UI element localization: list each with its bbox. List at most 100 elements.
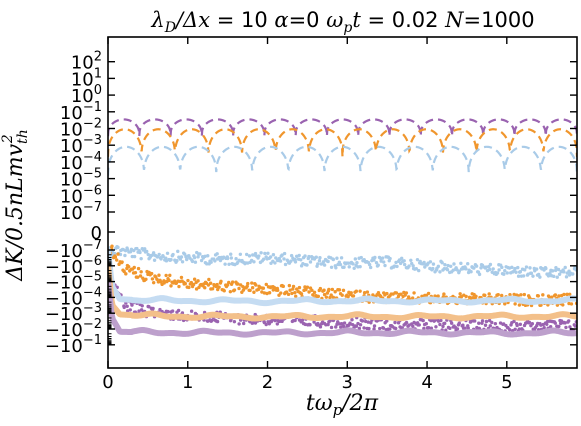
- scatter-point: [356, 321, 360, 326]
- scatter-point: [335, 256, 339, 260]
- scatter-point: [128, 308, 132, 312]
- scatter-point: [241, 321, 246, 326]
- ticks-layer: 0 1 2 3 4 5 10210110010−110−210−310−410−510−61…: [45, 37, 577, 393]
- scatter-point: [140, 304, 144, 308]
- scatter-point: [541, 293, 545, 297]
- scatter-point: [369, 321, 373, 325]
- scatter-point: [524, 265, 529, 269]
- scatter-point: [563, 265, 567, 270]
- scatter-point: [539, 303, 543, 307]
- scatter-point: [110, 244, 114, 248]
- x-tick-label: 2: [262, 372, 273, 393]
- scatter-point: [115, 258, 119, 262]
- scatter-point: [234, 257, 238, 261]
- scatter-point: [305, 285, 310, 289]
- scatter-point: [499, 293, 504, 298]
- scatter-point: [363, 319, 368, 324]
- scatter-point: [400, 256, 404, 261]
- scatter-point: [402, 290, 406, 295]
- scatter-point: [165, 251, 170, 255]
- x-axis-label: tωp/2π: [306, 391, 379, 419]
- y-tick-label: 10−3: [60, 133, 102, 157]
- scatter-point: [517, 303, 522, 307]
- scatter-point: [318, 325, 323, 329]
- scatter-point: [536, 272, 541, 277]
- scatter-point: [275, 288, 280, 292]
- y-axis-label: ΔK/0.5nLmvth2: [0, 129, 31, 281]
- scatter-point: [151, 251, 156, 255]
- scatter-point: [120, 260, 124, 264]
- scatter-point: [266, 251, 270, 256]
- scatter-point: [428, 260, 433, 264]
- scatter-point: [330, 287, 335, 292]
- scatter-point: [250, 281, 254, 285]
- scatter-point: [250, 285, 255, 290]
- scatter-point: [253, 321, 258, 325]
- scatter-point: [503, 302, 507, 306]
- scatter-point: [248, 288, 252, 293]
- scatter-point: [334, 266, 338, 270]
- scatter-point: [358, 264, 362, 269]
- scatter-point: [497, 268, 501, 272]
- scatter-point: [155, 255, 160, 259]
- scatter-point: [365, 290, 370, 294]
- scatter-point: [550, 269, 555, 273]
- scatter-point: [196, 279, 200, 283]
- scatter-point: [483, 293, 487, 298]
- scatter-point: [318, 286, 323, 291]
- scatter-point: [455, 327, 460, 331]
- scatter-point: [299, 292, 304, 296]
- scatter-point: [368, 265, 373, 270]
- scatter-point: [569, 302, 574, 306]
- scatter-point: [137, 309, 141, 313]
- scatter-point: [439, 318, 443, 323]
- scatter-point: [449, 264, 453, 268]
- scatter-point: [426, 326, 431, 330]
- scatter-point: [487, 267, 492, 272]
- scatter-point: [232, 319, 237, 324]
- scatter-point: [409, 258, 413, 263]
- scatter-point: [341, 324, 346, 329]
- scatter-point: [329, 265, 334, 269]
- scatter-point: [464, 294, 468, 299]
- scatter-point: [463, 326, 467, 330]
- scatter-point: [527, 320, 532, 325]
- chart-title: λD/Δx = 10 α=0 ωpt = 0.02 N=1000: [150, 8, 534, 36]
- scatter-point: [159, 280, 163, 284]
- scatter-point: [196, 255, 200, 259]
- scatter-point: [340, 293, 344, 297]
- scatter-point: [382, 260, 386, 264]
- scatter-point: [459, 261, 463, 266]
- scatter-point: [417, 268, 421, 273]
- scatter-point: [149, 271, 154, 276]
- scatter-point: [237, 286, 241, 291]
- scatter-point: [513, 327, 517, 331]
- scatter-point: [491, 267, 495, 271]
- scatter-point: [433, 318, 437, 323]
- scatter-point: [568, 325, 572, 329]
- scatter-point: [192, 277, 197, 281]
- scatter-point: [474, 294, 478, 298]
- scatter-point: [329, 293, 333, 297]
- scatter-point: [411, 264, 415, 268]
- scatter-point: [304, 287, 308, 292]
- scatter-point: [546, 274, 551, 278]
- scatter-point: [267, 291, 272, 295]
- scatter-point: [293, 290, 297, 295]
- scatter-point: [291, 284, 296, 289]
- scatter-point: [366, 320, 370, 324]
- scatter-point: [162, 281, 166, 285]
- scatter-point: [326, 322, 330, 327]
- series-dashed-line: [108, 128, 577, 157]
- scatter-point: [237, 258, 241, 263]
- scatter-point: [505, 271, 509, 275]
- scatter-point: [514, 270, 518, 274]
- y-tick-label: 101: [71, 66, 102, 90]
- scatter-point: [303, 254, 307, 258]
- scatter-point: [358, 289, 362, 293]
- scatter-point: [247, 254, 252, 258]
- scatter-point: [415, 257, 420, 262]
- scatter-point: [136, 266, 141, 271]
- scatter-point: [280, 253, 284, 257]
- scatter-point: [245, 284, 249, 288]
